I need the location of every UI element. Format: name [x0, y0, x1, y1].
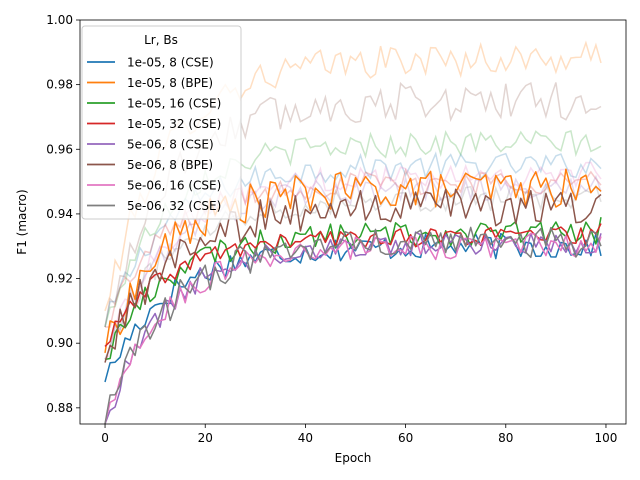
y-tick-label: 0.94 — [46, 207, 73, 221]
legend-entry: 1e-05, 8 (BPE) — [127, 76, 213, 90]
legend-entry: 5e-06, 8 (CSE) — [127, 138, 214, 152]
x-tick-label: 0 — [101, 431, 109, 445]
y-axis: 0.88 0.90 0.92 0.94 0.96 0.98 1.00 — [46, 13, 80, 415]
plot-frame — [79, 19, 627, 425]
y-tick-label: 0.98 — [46, 78, 73, 92]
series-line — [104, 232, 602, 424]
legend-entry: 1e-05, 8 (CSE) — [127, 56, 214, 70]
y-tick-label: 1.00 — [46, 13, 73, 27]
series-lines — [104, 168, 602, 424]
x-axis-label: Epoch — [335, 451, 372, 465]
legend: Lr, Bs 1e-05, 8 (CSE) 1e-05, 8 (BPE) 1e-05… — [81, 25, 242, 220]
legend-entry: 1e-05, 32 (CSE) — [127, 117, 221, 131]
y-axis-label: F1 (macro) — [15, 189, 29, 254]
legend-entry: 1e-05, 16 (CSE) — [127, 97, 221, 111]
series-line — [104, 168, 602, 354]
series-background-line — [104, 172, 602, 360]
legend-frame — [81, 25, 242, 220]
x-axis: 0 20 40 60 80 100 — [101, 424, 617, 445]
y-tick-label: 0.92 — [46, 272, 73, 286]
series-line — [104, 226, 602, 424]
y-tick-label: 0.96 — [46, 142, 73, 156]
x-tick-label: 40 — [298, 431, 313, 445]
legend-entry: 5e-06, 32 (CSE) — [127, 199, 221, 213]
x-tick-label: 100 — [595, 431, 618, 445]
series-line — [104, 223, 602, 347]
series-background-line — [104, 182, 602, 360]
y-tick-label: 0.88 — [46, 401, 73, 415]
x-tick-label: 80 — [498, 431, 513, 445]
legend-entry: 5e-06, 16 (CSE) — [127, 179, 221, 193]
series-line — [104, 188, 602, 363]
legend-entry: 5e-06, 8 (BPE) — [127, 158, 213, 172]
legend-title: Lr, Bs — [144, 33, 178, 47]
y-tick-label: 0.90 — [46, 336, 73, 350]
x-tick-label: 20 — [198, 431, 213, 445]
x-tick-label: 60 — [398, 431, 413, 445]
